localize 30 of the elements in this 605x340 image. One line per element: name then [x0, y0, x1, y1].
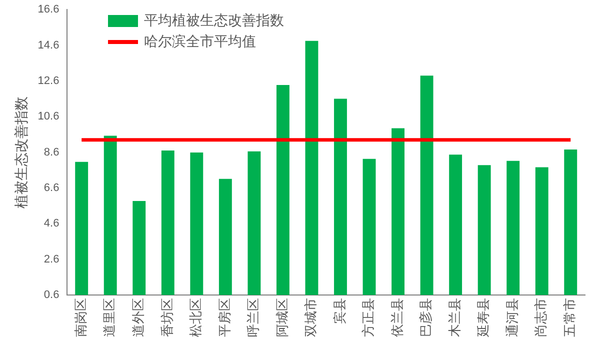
x-tick-label: 道外区 [132, 298, 146, 337]
x-tick-label: 木兰县 [448, 298, 463, 337]
y-tick-label: 6.6 [44, 182, 60, 194]
y-tick-label: 16.6 [38, 4, 60, 16]
x-tick-label: 香坊区 [160, 298, 176, 337]
x-tick-label: 巴彦县 [418, 298, 434, 337]
x-tick-label: 依兰县 [390, 298, 406, 337]
x-tick-label: 方正县 [360, 298, 377, 337]
y-tick-label: 14.6 [38, 39, 60, 52]
x-tick-label: 延寿县 [476, 298, 492, 338]
y-tick-label: 4.6 [44, 218, 60, 230]
x-tick-label: 松北区 [189, 298, 204, 337]
y-axis-title: 植被生态改善指数 [13, 96, 30, 208]
x-tick-label: 尚志市 [534, 298, 550, 337]
legend-label: 哈尔滨全市平均值 [144, 32, 256, 50]
y-tick-label: 2.6 [44, 253, 60, 266]
x-tick-label: 呼兰区 [246, 298, 262, 337]
x-tick-label: 宾县 [332, 298, 348, 324]
y-tick-label: 10.6 [38, 110, 60, 123]
legend-label: 平均植被生态改善指数 [144, 12, 284, 30]
x-tick-label: 五常市 [562, 298, 578, 337]
x-tick-label: 平房区 [216, 298, 233, 337]
x-tick-label: 道里区 [102, 298, 118, 337]
x-tick-label: 双城市 [304, 298, 320, 337]
x-tick-label: 通河县 [505, 298, 520, 337]
y-tick-label: 8.6 [44, 146, 60, 158]
x-tick-label: 南岗区 [74, 298, 89, 337]
x-tick-label: 阿城区 [275, 298, 290, 337]
y-tick-label: 12.6 [38, 74, 60, 87]
y-tick-label: 0.6 [44, 289, 60, 302]
